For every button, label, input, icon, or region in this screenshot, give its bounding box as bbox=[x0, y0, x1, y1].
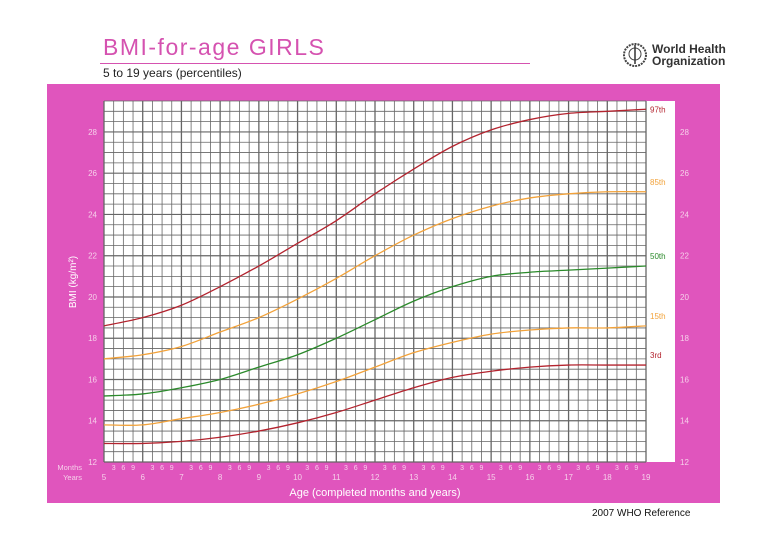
title-divider bbox=[100, 63, 530, 64]
x-tick-label-month: 3 bbox=[499, 465, 503, 472]
y-tick-label-left: 26 bbox=[88, 169, 97, 178]
y-tick-label-right: 28 bbox=[680, 128, 689, 137]
x-tick-label-month: 6 bbox=[586, 465, 590, 472]
x-tick-label-month: 3 bbox=[421, 465, 425, 472]
percentile-curve-85th bbox=[103, 190, 647, 360]
x-tick-label-month: 3 bbox=[344, 465, 348, 472]
x-tick-label-month: 9 bbox=[170, 465, 174, 472]
x-tick-label-month: 9 bbox=[209, 465, 213, 472]
x-tick-label-year: 19 bbox=[642, 473, 651, 482]
years-row-label: Years bbox=[63, 473, 82, 482]
y-tick-label-right: 26 bbox=[680, 169, 689, 178]
x-tick-label-month: 9 bbox=[402, 465, 406, 472]
x-tick-label-year: 10 bbox=[293, 473, 302, 482]
who-emblem-icon bbox=[623, 43, 647, 67]
y-tick-label-right: 20 bbox=[680, 293, 689, 302]
x-tick-label-month: 6 bbox=[392, 465, 396, 472]
org-name-line2: Organization bbox=[652, 54, 726, 68]
x-tick-label-month: 3 bbox=[576, 465, 580, 472]
x-tick-label-month: 9 bbox=[518, 465, 522, 472]
y-tick-label-left: 18 bbox=[88, 334, 97, 343]
months-row-label: Months bbox=[57, 463, 82, 472]
x-tick-label-month: 9 bbox=[557, 465, 561, 472]
percentile-label-15th: 15th bbox=[650, 312, 666, 321]
y-tick-label-left: 24 bbox=[88, 210, 97, 219]
org-name-line1: World Health bbox=[652, 42, 726, 56]
y-tick-label-right: 18 bbox=[680, 334, 689, 343]
x-tick-label-month: 3 bbox=[538, 465, 542, 472]
x-tick-label-month: 9 bbox=[131, 465, 135, 472]
x-tick-label-month: 6 bbox=[354, 465, 358, 472]
x-tick-label-month: 9 bbox=[363, 465, 367, 472]
y-tick-label-left: 22 bbox=[88, 252, 97, 261]
x-tick-label-month: 9 bbox=[480, 465, 484, 472]
x-tick-label-year: 7 bbox=[179, 473, 184, 482]
x-tick-label-year: 12 bbox=[371, 473, 380, 482]
x-tick-label-year: 18 bbox=[603, 473, 612, 482]
x-tick-label-year: 9 bbox=[257, 473, 262, 482]
x-tick-label-month: 6 bbox=[121, 465, 125, 472]
y-tick-label-left: 28 bbox=[88, 128, 97, 137]
x-tick-label-year: 6 bbox=[140, 473, 145, 482]
y-tick-label-right: 22 bbox=[680, 252, 689, 261]
y-tick-label-right: 16 bbox=[680, 375, 689, 384]
x-tick-label-month: 9 bbox=[596, 465, 600, 472]
page-title: BMI-for-age GIRLS bbox=[103, 34, 326, 60]
x-tick-label-month: 3 bbox=[150, 465, 154, 472]
x-tick-label-month: 6 bbox=[315, 465, 319, 472]
x-tick-label-month: 6 bbox=[160, 465, 164, 472]
page-subtitle: 5 to 19 years (percentiles) bbox=[103, 66, 242, 80]
percentile-curve-3rd bbox=[103, 364, 647, 445]
x-tick-label-month: 9 bbox=[634, 465, 638, 472]
percentile-curve-50th bbox=[103, 265, 647, 397]
x-tick-label-month: 3 bbox=[189, 465, 193, 472]
percentile-label-85th: 85th bbox=[650, 178, 666, 187]
x-tick-label-year: 8 bbox=[218, 473, 223, 482]
x-tick-label-month: 3 bbox=[383, 465, 387, 472]
x-tick-label-month: 9 bbox=[247, 465, 251, 472]
x-tick-label-month: 9 bbox=[441, 465, 445, 472]
percentile-label-97th: 97th bbox=[650, 105, 666, 114]
x-tick-label-month: 6 bbox=[199, 465, 203, 472]
plot-area bbox=[104, 101, 675, 462]
who-logo: World Health Organization bbox=[622, 42, 726, 68]
x-tick-label-year: 17 bbox=[564, 473, 573, 482]
reference-note: 2007 WHO Reference bbox=[592, 508, 691, 519]
x-tick-label-month: 3 bbox=[615, 465, 619, 472]
x-tick-label-month: 6 bbox=[238, 465, 242, 472]
y-tick-label-right: 12 bbox=[680, 458, 689, 467]
x-tick-label-month: 9 bbox=[286, 465, 290, 472]
x-tick-label-month: 6 bbox=[470, 465, 474, 472]
y-tick-label-left: 14 bbox=[88, 417, 97, 426]
x-tick-label-year: 15 bbox=[487, 473, 496, 482]
x-tick-label-month: 6 bbox=[547, 465, 551, 472]
percentile-curve-15th bbox=[103, 325, 647, 426]
y-tick-label-left: 12 bbox=[88, 458, 97, 467]
y-tick-label-left: 16 bbox=[88, 375, 97, 384]
x-tick-label-year: 13 bbox=[409, 473, 418, 482]
percentile-curve-97th bbox=[103, 108, 647, 327]
percentile-label-3rd: 3rd bbox=[650, 351, 662, 360]
x-tick-label-month: 6 bbox=[625, 465, 629, 472]
x-tick-label-month: 3 bbox=[112, 465, 116, 472]
y-tick-label-right: 14 bbox=[680, 417, 689, 426]
x-axis-label: Age (completed months and years) bbox=[289, 487, 460, 499]
x-tick-label-month: 3 bbox=[460, 465, 464, 472]
x-tick-label-month: 3 bbox=[228, 465, 232, 472]
x-tick-label-month: 6 bbox=[509, 465, 513, 472]
x-tick-label-month: 6 bbox=[276, 465, 280, 472]
x-tick-label-month: 9 bbox=[325, 465, 329, 472]
y-tick-label-left: 20 bbox=[88, 293, 97, 302]
x-tick-label-month: 3 bbox=[305, 465, 309, 472]
x-tick-label-year: 14 bbox=[448, 473, 457, 482]
y-tick-label-right: 24 bbox=[680, 210, 689, 219]
x-tick-label-month: 3 bbox=[267, 465, 271, 472]
x-tick-label-month: 6 bbox=[431, 465, 435, 472]
x-tick-label-year: 11 bbox=[332, 473, 341, 482]
percentile-label-50th: 50th bbox=[650, 252, 666, 261]
x-tick-label-year: 5 bbox=[102, 473, 107, 482]
y-axis-label: BMI (kg/m²) bbox=[68, 256, 79, 308]
x-tick-label-year: 16 bbox=[525, 473, 534, 482]
